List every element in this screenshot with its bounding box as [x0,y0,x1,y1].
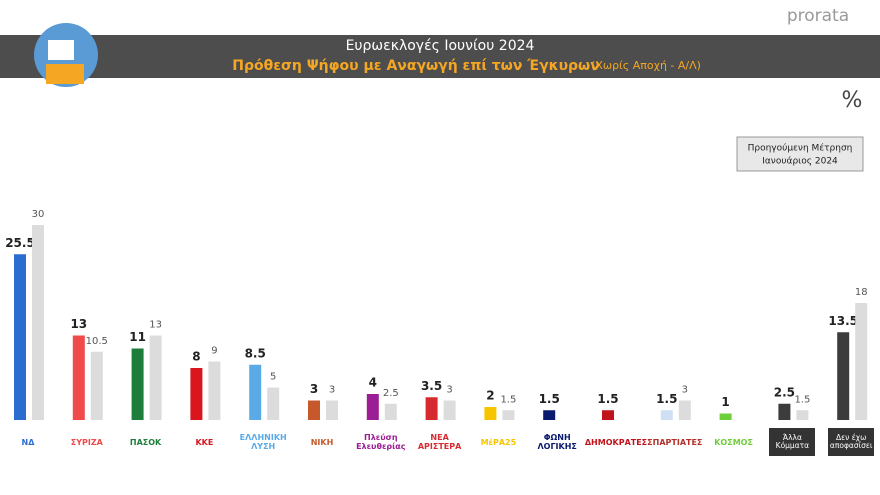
brand: prorata [787,6,849,26]
bar [719,413,732,420]
bar [131,348,144,420]
bar [308,400,320,420]
legend-label: Προηγούμενη Μέτρηση [748,143,853,154]
bar [484,407,497,420]
value-label: 11 [129,330,146,344]
header-band [0,35,880,78]
category-label: ΣΠΑΡΤΙΑΤΕΣ [647,437,703,447]
category-label: Δεν έχω αποφασίσει [828,428,875,456]
bar [72,335,85,420]
unit: % [842,88,863,113]
value-label: 4 [369,376,377,390]
value-label: 30 [32,209,45,220]
value-label: 2.5 [383,388,399,399]
category-label: ΕΛΛΗΝΙΚΗ ΛΥΣΗ [239,433,287,451]
value-label: 8.5 [245,346,266,360]
value-label: 8 [192,350,200,364]
value-label: 3.5 [421,379,442,393]
bar [602,410,614,420]
value-label: 3 [682,385,688,396]
value-label: 1 [721,395,729,409]
category-label: ΝΕΑ ΑΡΙΣΤΕΡΑ [417,433,462,451]
value-label: 1.5 [500,394,516,405]
value-label: 18 [855,287,868,298]
previous-bar [678,400,691,420]
previous-bar [149,335,162,420]
category-label: ΦΩΝΗ ΛΟΓΙΚΗΣ [537,433,577,451]
bar [366,394,379,420]
chart-title: Ευρωεκλογές Ιουνίου 2024 [346,38,535,54]
previous-bar [32,225,44,420]
bar [660,410,673,420]
value-label: 9 [211,346,217,357]
category-label: ΚΚΕ [195,437,214,447]
previous-bar [384,403,397,420]
header-icon-paper [48,40,74,60]
category-label: ΠΑΣΟΚ [129,437,162,447]
value-label: 2.5 [774,385,795,399]
category-label: ΣΥΡΙΖΑ [70,437,103,447]
value-label: 1.5 [597,392,618,406]
category-label: Άλλα Κόμματα [769,428,816,456]
category-label: ΜέΡΑ25 [480,437,517,447]
bar [778,403,791,420]
value-label: 1.5 [794,394,810,405]
legend-box [736,136,864,172]
value-label: 13 [70,317,87,331]
bar [14,254,26,420]
category-label: ΔΗΜΟΚΡΑΤΕΣ [584,437,648,447]
value-label: 3 [446,385,452,396]
previous-bar [855,303,868,420]
header-icon-box [46,64,84,84]
value-label: 3 [329,385,335,396]
bar [837,332,850,420]
previous-bar [796,410,809,420]
previous-bar [208,361,221,420]
value-label: 25.5 [5,236,35,250]
previous-bar [443,400,456,420]
category-label: ΝΙΚΗ [310,437,334,447]
category-label: ΝΔ [21,437,35,447]
bar [425,397,438,420]
value-label: 10.5 [86,336,108,347]
legend-period: Ιανουάριος 2024 [762,157,838,167]
previous-bar [90,351,103,420]
value-label: 1.5 [539,392,560,406]
bar [249,364,262,420]
value-label: 1.5 [656,392,677,406]
category-label: Πλεύση Ελευθερίας [356,433,406,451]
value-label: 5 [270,372,276,383]
value-label: 3 [310,382,318,396]
value-label: 2 [486,389,494,403]
bar [190,368,203,420]
value-label: 13.5 [828,314,858,328]
subtitle-note: (Χωρίς Αποχή - Α/Λ) [591,59,701,72]
bar [543,410,556,420]
chart-subtitle: Πρόθεση Ψήφου με Αναγωγή επί των Έγκυρων [232,58,600,74]
previous-bar [267,387,280,420]
category-label: ΚΟΣΜΟΣ [714,437,753,447]
value-label: 13 [149,320,162,331]
previous-bar [326,400,338,420]
previous-bar [502,410,515,420]
